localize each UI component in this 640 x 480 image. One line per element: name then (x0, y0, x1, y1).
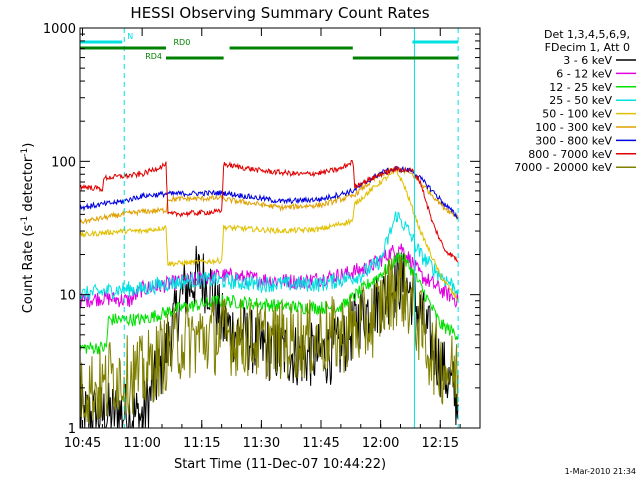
x-tick-label-3: 11:30 (243, 436, 280, 451)
legend-label-0: 3 - 6 keV (563, 54, 612, 67)
series-line-6 (79, 165, 459, 220)
y-axis-label-prefix: Count Rate (s (21, 225, 36, 314)
y-tick-label-1: 10 (59, 289, 76, 304)
x-axis-label: Start Time (11-Dec-07 10:44:22) (174, 457, 386, 472)
legend-label-8: 7000 - 20000 keV (514, 161, 612, 174)
x-tick-label-4: 11:45 (302, 436, 339, 451)
x-tick-label-5: 12:00 (362, 436, 399, 451)
x-tick-label-1: 11:00 (123, 436, 160, 451)
state-bar-label-1: RD0 (173, 38, 190, 47)
legend-label-2: 12 - 25 keV (549, 81, 612, 94)
y-tick-label-0: 1 (68, 422, 76, 437)
legend-header-line-1: Det 1,3,4,5,6,9, (544, 28, 630, 41)
y-axis-label-exp1: -1 (20, 216, 30, 225)
state-bar-label-2: RD4 (145, 52, 162, 61)
series-line-1 (79, 243, 459, 309)
y-tick-label-3: 1000 (43, 22, 76, 37)
y-axis-label: Count Rate (s-1 detector-1) (20, 143, 36, 314)
y-tick-label-2: 100 (51, 155, 76, 170)
x-tick-label-6: 12:15 (422, 436, 459, 451)
legend-label-4: 50 - 100 keV (542, 108, 612, 121)
y-axis-label-suffix: ) (21, 143, 36, 148)
plot-series-layer (79, 159, 459, 429)
series-line-2 (79, 251, 459, 355)
y-axis-label-mid: detector (21, 156, 36, 216)
footer-date: 1-Mar-2010 21:34 (565, 467, 636, 476)
legend-label-1: 6 - 12 keV (556, 67, 612, 80)
series-line-8 (79, 253, 459, 424)
series-line-7 (79, 159, 459, 263)
plot-frame (79, 27, 481, 429)
legend-label-7: 800 - 7000 keV (528, 148, 612, 161)
y-axis-label-exp2: -1 (20, 148, 30, 157)
legend: Det 1,3,4,5,6,9, FDecim 1, Att 0 3 - 6 k… (514, 28, 636, 174)
legend-header-line-2: FDecim 1, Att 0 (545, 41, 630, 54)
series-line-3 (79, 211, 459, 301)
state-bars-layer: N RD0 RD4 (80, 32, 459, 61)
x-tick-label-0: 10:45 (64, 436, 101, 451)
chart-title: HESSI Observing Summary Count Rates (130, 4, 429, 22)
x-tick-label-2: 11:15 (183, 436, 220, 451)
legend-label-6: 300 - 800 keV (535, 134, 612, 147)
y-axis: 1 10 100 1000 (43, 22, 480, 437)
legend-label-5: 100 - 300 keV (535, 121, 612, 134)
legend-label-3: 25 - 50 keV (549, 94, 612, 107)
x-axis: 10:45 11:00 11:15 11:30 11:45 12:00 12:15 (64, 28, 481, 451)
state-bar-label-0: N (127, 32, 133, 41)
